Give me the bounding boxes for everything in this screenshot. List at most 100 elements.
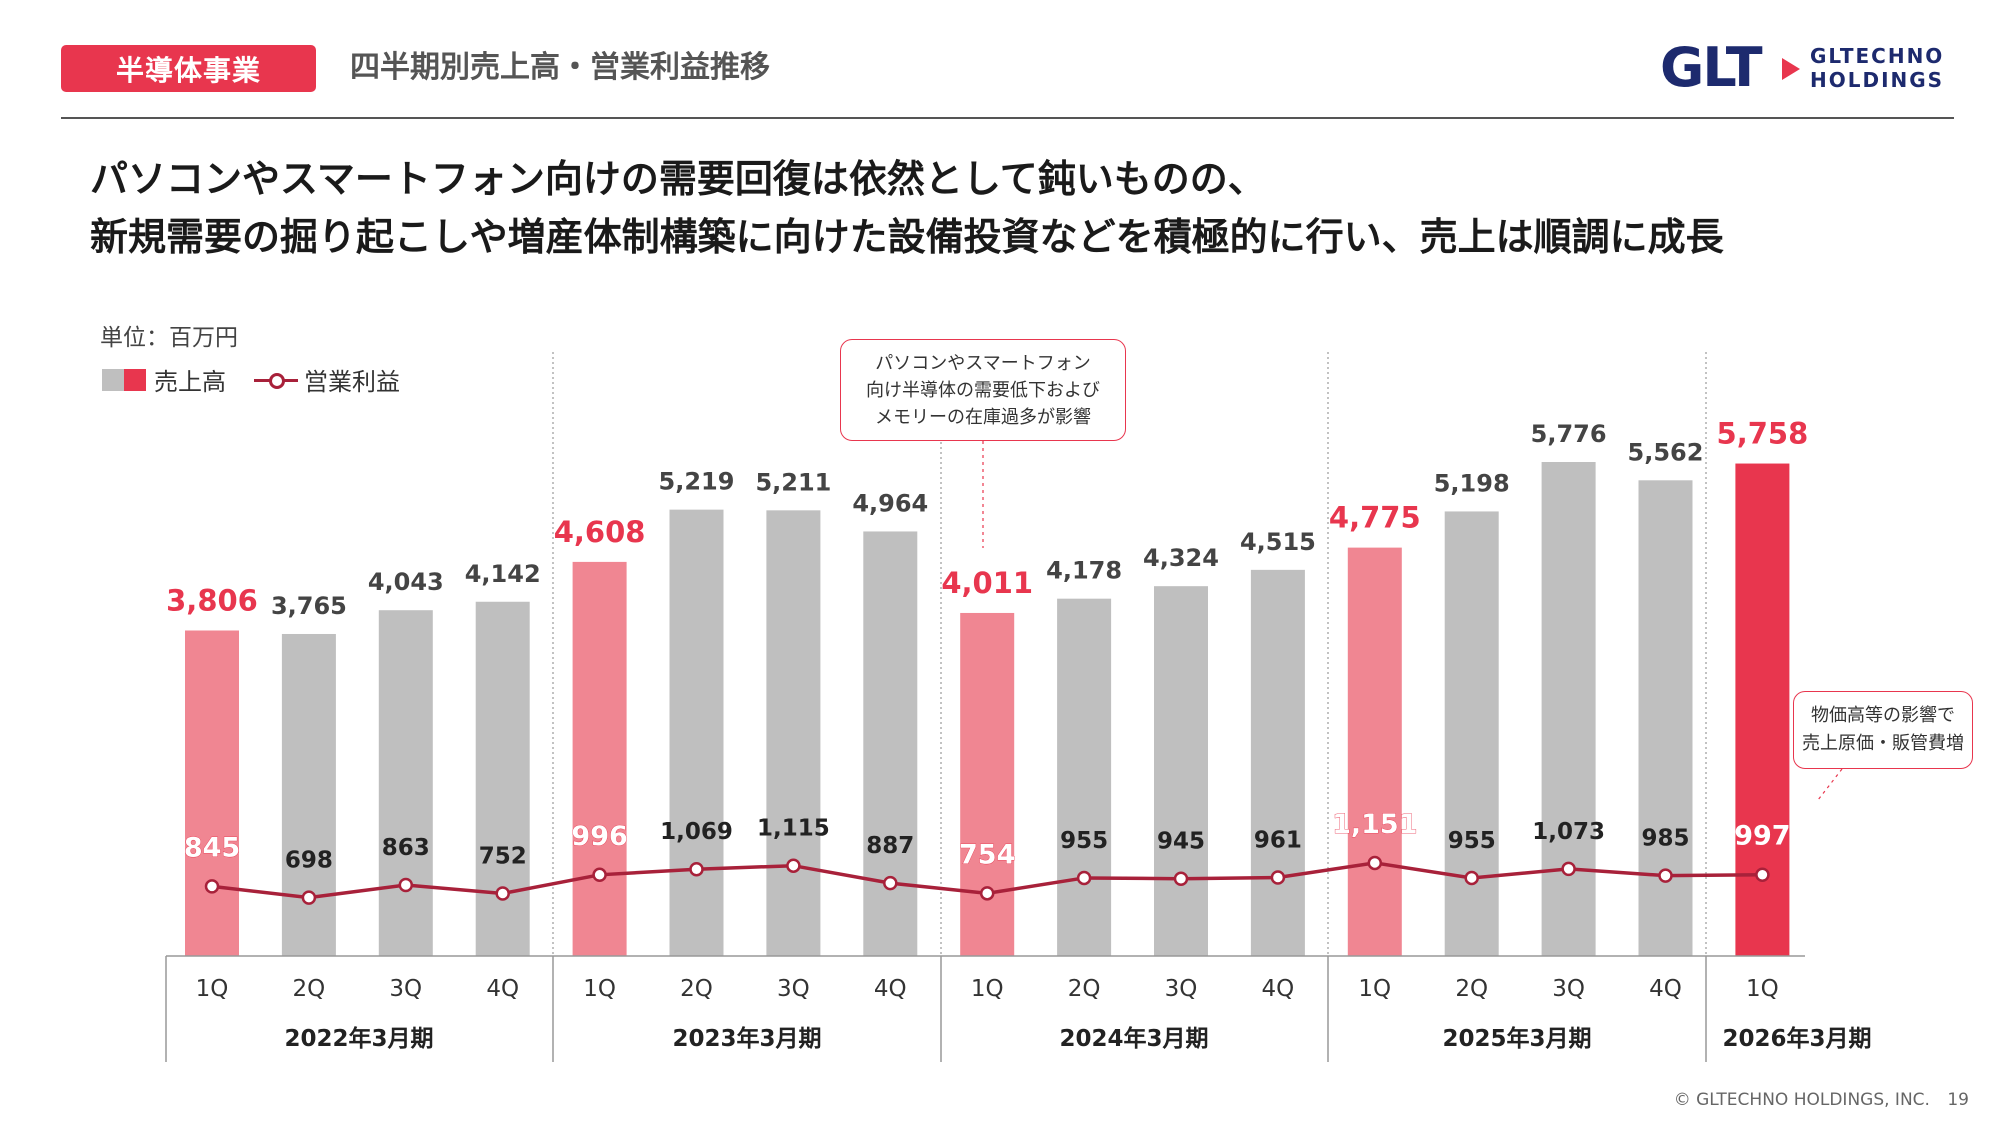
sales-value-label: 4,775 <box>1329 501 1421 535</box>
x-tick-fiscal-year: 2023年3月期 <box>672 1025 821 1052</box>
callout-cost-increase: 物価高等の影響で 売上原価・販管費増 <box>1793 691 1973 769</box>
sales-value-label: 5,198 <box>1434 469 1510 497</box>
x-tick-quarter: 4Q <box>1262 976 1295 1002</box>
x-tick-fiscal-year: 2024年3月期 <box>1059 1025 1208 1052</box>
profit-value-label: 961 <box>1254 827 1302 853</box>
profit-value-label: 752 <box>479 843 527 869</box>
segment-tag: 半導体事業 <box>61 45 316 92</box>
bar-sales <box>1541 462 1596 956</box>
sales-value-label: 4,011 <box>941 566 1033 600</box>
profit-point <box>689 861 704 877</box>
x-tick-quarter: 4Q <box>1649 976 1682 1002</box>
profit-point <box>301 890 317 905</box>
profit-value-label: 996 <box>571 821 627 852</box>
bar-sales <box>766 510 821 956</box>
profit-value-label: 985 <box>1641 826 1689 852</box>
unit-label: 単位：百万円 <box>100 325 238 351</box>
profit-point <box>1658 868 1673 883</box>
x-tick-quarter: 3Q <box>389 976 422 1002</box>
x-tick-quarter: 3Q <box>777 976 810 1002</box>
legend-sales-swatch-gray <box>102 368 124 391</box>
bar-sales <box>1154 586 1208 956</box>
chart-legend: 売上高 営業利益 <box>102 362 400 397</box>
sales-value-label: 5,219 <box>659 468 735 496</box>
profit-point <box>1367 855 1383 871</box>
x-tick-quarter: 1Q <box>1358 976 1391 1002</box>
x-tick-quarter: 1Q <box>196 976 229 1002</box>
profit-point <box>979 886 995 901</box>
bar-sales <box>281 633 336 956</box>
profit-value-label: 997 <box>1734 821 1790 852</box>
profit-point <box>786 858 801 873</box>
logo-text-line2: HOLDINGS <box>1810 68 1945 92</box>
x-tick-quarter: 3Q <box>1552 976 1585 1002</box>
sales-value-label: 5,776 <box>1531 420 1607 448</box>
x-tick-quarter: 1Q <box>1746 976 1779 1002</box>
x-tick-quarter: 2Q <box>680 976 713 1002</box>
sales-value-label: 4,515 <box>1240 528 1316 556</box>
copyright-text: © GLTECHNO HOLDINGS, INC. <box>1673 1090 1930 1110</box>
bar-sales <box>863 531 918 956</box>
profit-value-label: 698 <box>285 848 333 874</box>
profit-value-label: 955 <box>1448 828 1496 854</box>
profit-point <box>1270 870 1286 885</box>
sales-value-label: 5,562 <box>1628 438 1704 466</box>
legend-profit-line-icon <box>254 369 298 391</box>
profit-point <box>883 875 898 891</box>
headline-line1: パソコンやスマートフォン向けの需要回復は依然として鈍いものの、 <box>90 157 1266 201</box>
profit-value-label: 887 <box>866 833 914 859</box>
sales-value-label: 5,758 <box>1717 417 1809 451</box>
headline-line2: 新規需要の掘り起こしや増産体制構築に向けた設備投資などを積極的に行い、売上は順調… <box>90 215 1724 259</box>
logo-text-line1: GLTECHNO <box>1810 44 1945 68</box>
x-tick-quarter: 2Q <box>1455 976 1488 1002</box>
x-tick-quarter: 1Q <box>583 976 616 1002</box>
bar-sales <box>378 610 433 956</box>
profit-point <box>1755 867 1770 882</box>
profit-value-label: 863 <box>382 835 430 861</box>
bar-sales <box>572 561 627 956</box>
legend-sales-label: 売上高 <box>154 368 226 396</box>
legend-profit-label: 営業利益 <box>304 368 400 396</box>
profit-point <box>1076 870 1092 886</box>
sales-value-label: 4,142 <box>465 560 541 588</box>
logo-mark: GLT <box>1660 36 1763 99</box>
sales-value-label: 3,765 <box>271 592 347 620</box>
bar-sales <box>185 630 239 956</box>
sales-value-label: 4,178 <box>1046 557 1122 585</box>
profit-point <box>1173 871 1189 886</box>
bar-sales <box>669 509 724 956</box>
profit-point <box>398 877 414 893</box>
x-tick-fiscal-year: 2022年3月期 <box>284 1025 433 1052</box>
bar-sales <box>1444 511 1499 956</box>
legend-sales-swatch-red <box>124 368 146 391</box>
page-number: 19 <box>1947 1090 1969 1110</box>
x-tick-quarter: 4Q <box>486 976 519 1002</box>
bar-sales <box>475 601 530 956</box>
x-tick-quarter: 1Q <box>971 976 1004 1002</box>
x-tick-fiscal-year: 2026年3月期 <box>1722 1025 1871 1052</box>
callout-demand-decline: パソコンやスマートフォン 向け半導体の需要低下および メモリーの在庫過多が影響 <box>840 339 1126 441</box>
sales-value-label: 5,211 <box>755 468 831 496</box>
sales-value-label: 4,043 <box>368 568 444 596</box>
headline: パソコンやスマートフォン向けの需要回復は依然として鈍いものの、 新規需要の掘り起… <box>90 150 1724 266</box>
x-tick-quarter: 2Q <box>293 976 326 1002</box>
profit-value-label: 1,073 <box>1532 819 1605 845</box>
profit-point <box>495 886 510 901</box>
bar-sales <box>1057 598 1112 956</box>
profit-point <box>592 867 607 883</box>
company-logo: GLT GLTECHNO HOLDINGS <box>1660 38 1960 98</box>
x-tick-quarter: 3Q <box>1165 976 1198 1002</box>
bar-sales <box>1347 547 1402 956</box>
bar-sales <box>1735 463 1790 956</box>
bar-sales <box>960 612 1015 956</box>
profit-point <box>1464 870 1479 886</box>
page-title: 四半期別売上高・営業利益推移 <box>350 50 770 85</box>
x-tick-quarter: 2Q <box>1068 976 1101 1002</box>
bar-sales <box>1638 480 1693 956</box>
sales-value-label: 4,608 <box>554 515 646 549</box>
profit-point <box>204 879 220 894</box>
profit-value-label: 1,115 <box>757 816 830 842</box>
sales-value-label: 4,964 <box>852 489 928 517</box>
x-tick-quarter: 4Q <box>874 976 907 1002</box>
